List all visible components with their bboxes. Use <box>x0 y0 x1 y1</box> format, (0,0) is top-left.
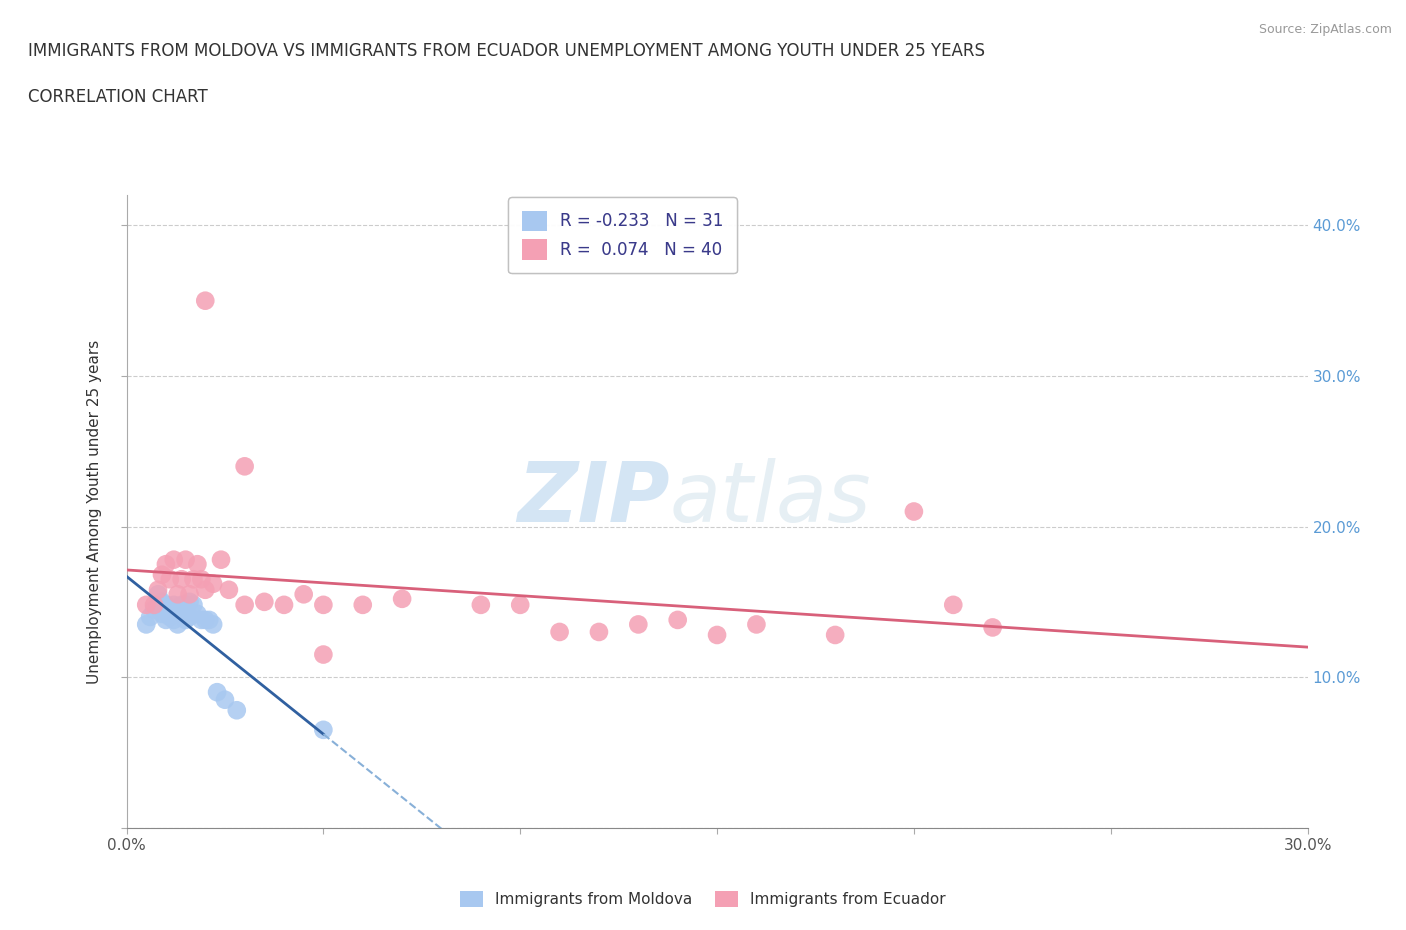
Point <box>143 597 166 612</box>
Point <box>190 613 212 628</box>
Text: Source: ZipAtlas.com: Source: ZipAtlas.com <box>1258 23 1392 36</box>
Point <box>190 572 212 587</box>
Point <box>155 557 177 572</box>
Point <box>706 628 728 643</box>
Point <box>146 587 169 602</box>
Point <box>214 692 236 707</box>
Point <box>588 625 610 640</box>
Point <box>146 582 169 597</box>
Point <box>170 606 193 621</box>
Point <box>155 597 177 612</box>
Point <box>292 587 315 602</box>
Text: CORRELATION CHART: CORRELATION CHART <box>28 88 208 106</box>
Point <box>209 552 232 567</box>
Text: IMMIGRANTS FROM MOLDOVA VS IMMIGRANTS FROM ECUADOR UNEMPLOYMENT AMONG YOUTH UNDE: IMMIGRANTS FROM MOLDOVA VS IMMIGRANTS FR… <box>28 42 986 60</box>
Point <box>166 617 188 631</box>
Point <box>166 587 188 602</box>
Point <box>159 602 181 617</box>
Point <box>470 597 492 612</box>
Point <box>548 625 571 640</box>
Legend: R = -0.233   N = 31, R =  0.074   N = 40: R = -0.233 N = 31, R = 0.074 N = 40 <box>509 197 737 273</box>
Point <box>179 594 201 609</box>
Point <box>163 613 186 628</box>
Point <box>159 609 181 624</box>
Point <box>202 617 225 631</box>
Point <box>135 617 157 631</box>
Point <box>312 723 335 737</box>
Point <box>194 293 217 308</box>
Point <box>150 567 173 582</box>
Point <box>135 597 157 612</box>
Y-axis label: Unemployment Among Youth under 25 years: Unemployment Among Youth under 25 years <box>87 339 103 684</box>
Point <box>312 647 335 662</box>
Point <box>627 617 650 631</box>
Point <box>194 613 217 628</box>
Point <box>163 552 186 567</box>
Point <box>150 606 173 621</box>
Point <box>205 684 228 699</box>
Point <box>903 504 925 519</box>
Point <box>179 587 201 602</box>
Point <box>194 582 217 597</box>
Point <box>183 597 205 612</box>
Point <box>253 594 276 609</box>
Point <box>155 613 177 628</box>
Point <box>391 591 413 606</box>
Legend: Immigrants from Moldova, Immigrants from Ecuador: Immigrants from Moldova, Immigrants from… <box>454 884 952 913</box>
Point <box>170 572 193 587</box>
Point <box>174 552 197 567</box>
Point <box>509 597 531 612</box>
Point <box>666 613 689 628</box>
Point <box>179 609 201 624</box>
Point <box>942 597 965 612</box>
Point <box>273 597 295 612</box>
Point <box>202 577 225 591</box>
Point <box>198 613 221 628</box>
Text: ZIP: ZIP <box>517 458 669 539</box>
Point <box>143 602 166 617</box>
Point <box>139 609 162 624</box>
Point <box>824 628 846 643</box>
Point <box>146 597 169 612</box>
Point <box>186 557 208 572</box>
Point <box>233 458 256 473</box>
Point <box>174 613 197 628</box>
Point <box>159 572 181 587</box>
Point <box>218 582 240 597</box>
Point <box>225 703 247 718</box>
Point <box>745 617 768 631</box>
Point <box>352 597 374 612</box>
Point <box>163 597 186 612</box>
Point <box>170 597 193 612</box>
Text: atlas: atlas <box>669 458 872 539</box>
Point <box>166 602 188 617</box>
Point <box>150 594 173 609</box>
Point <box>174 597 197 612</box>
Point <box>981 620 1004 635</box>
Point <box>233 597 256 612</box>
Point <box>312 597 335 612</box>
Point <box>186 606 208 621</box>
Point <box>183 572 205 587</box>
